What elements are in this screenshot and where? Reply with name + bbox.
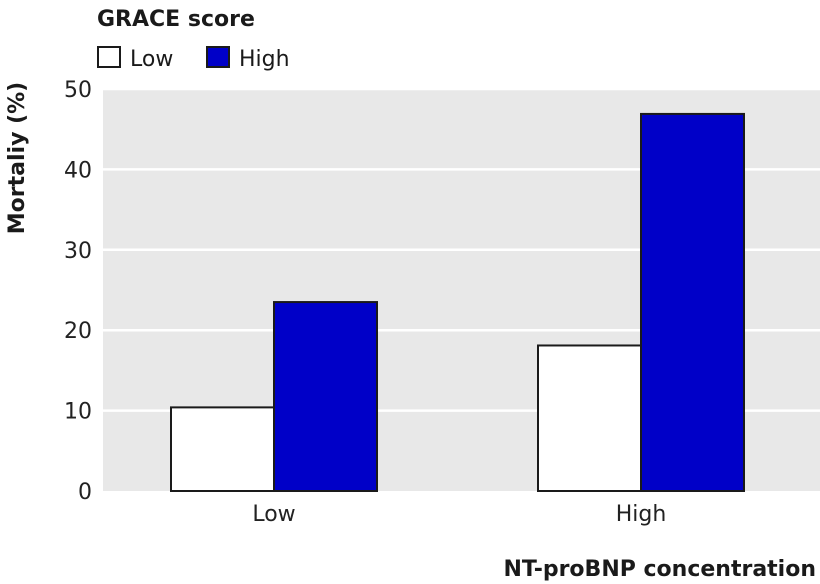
y-axis-title: Mortaliy (%) (5, 82, 30, 234)
y-tick-label: 40 (64, 158, 92, 183)
y-tick-label: 10 (64, 400, 92, 425)
bar-low-low (170, 406, 275, 492)
y-axis-ticks: 0 10 20 30 40 50 (64, 78, 92, 505)
x-axis-title: NT-proBNP concentration (504, 557, 816, 582)
legend-label-high: High (239, 47, 290, 72)
x-axis-ticks: Low High (252, 502, 666, 527)
x-tick-label: Low (252, 502, 295, 527)
legend-swatch-low (97, 46, 121, 68)
bar-low-high (273, 301, 378, 492)
plot-area: 0 10 20 30 40 50 Low High (64, 78, 820, 527)
y-tick-label: 30 (64, 239, 92, 264)
legend-item-high: High (206, 46, 290, 72)
y-tick-label: 0 (78, 480, 92, 505)
legend-swatch-high (206, 46, 230, 68)
legend-item-low: Low (97, 46, 173, 72)
legend-title: GRACE score (97, 7, 255, 32)
y-tick-label: 20 (64, 319, 92, 344)
bar-high-low (537, 344, 642, 493)
bars (170, 112, 745, 493)
bar-high-high (640, 112, 745, 492)
y-tick-label: 50 (64, 78, 92, 103)
x-tick-label: High (616, 502, 667, 527)
legend-label-low: Low (130, 47, 173, 72)
legend: GRACE score Low High (97, 7, 290, 72)
